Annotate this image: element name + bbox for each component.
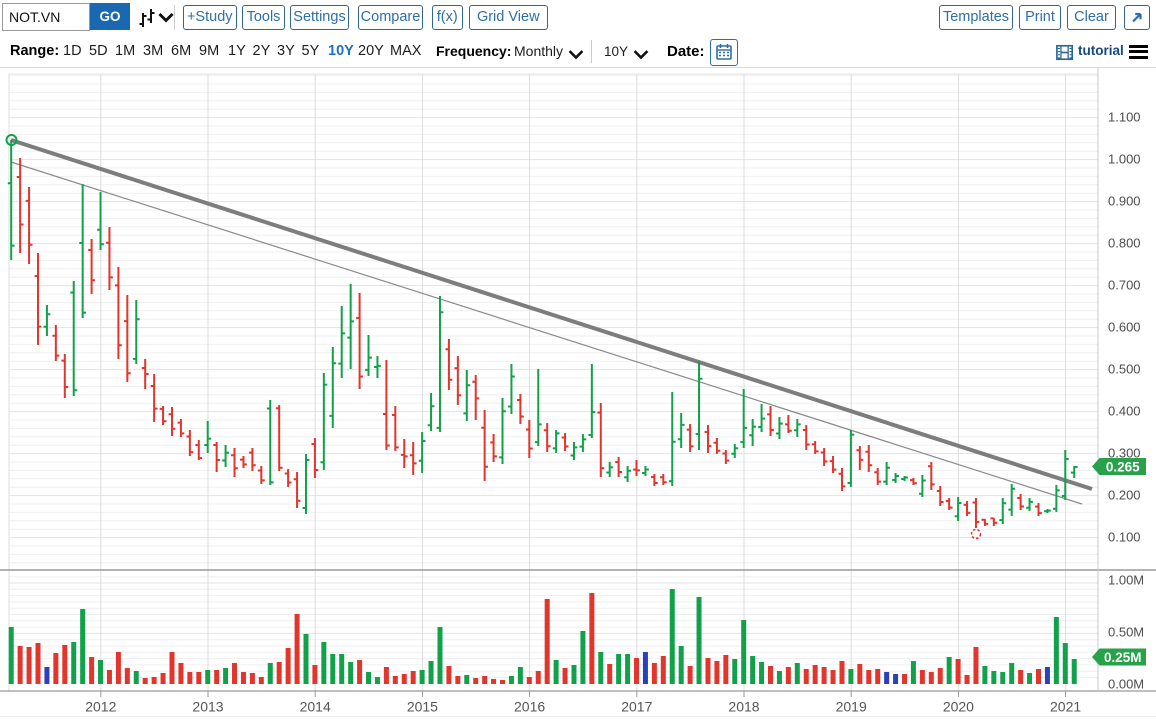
svg-text:2020: 2020 xyxy=(943,699,974,715)
svg-text:2012: 2012 xyxy=(85,699,116,715)
svg-text:0.900: 0.900 xyxy=(1108,194,1141,209)
svg-text:2013: 2013 xyxy=(192,699,223,715)
svg-text:2017: 2017 xyxy=(621,699,652,715)
svg-text:0.200: 0.200 xyxy=(1108,488,1141,503)
svg-text:2016: 2016 xyxy=(514,699,545,715)
svg-text:1.100: 1.100 xyxy=(1108,110,1141,125)
svg-text:0.25M: 0.25M xyxy=(1104,650,1142,665)
svg-text:2014: 2014 xyxy=(300,699,331,715)
svg-text:0.50M: 0.50M xyxy=(1108,625,1144,640)
svg-text:1.00M: 1.00M xyxy=(1108,573,1144,588)
svg-text:2021: 2021 xyxy=(1050,699,1081,715)
svg-text:2015: 2015 xyxy=(407,699,438,715)
svg-text:2018: 2018 xyxy=(728,699,759,715)
svg-text:0.600: 0.600 xyxy=(1108,320,1141,335)
svg-text:0.500: 0.500 xyxy=(1108,362,1141,377)
svg-text:2019: 2019 xyxy=(836,699,867,715)
svg-text:0.400: 0.400 xyxy=(1108,404,1141,419)
svg-text:0.300: 0.300 xyxy=(1108,446,1141,461)
svg-text:0.00M: 0.00M xyxy=(1108,677,1144,692)
svg-text:0.700: 0.700 xyxy=(1108,278,1141,293)
svg-text:0.265: 0.265 xyxy=(1106,460,1140,475)
svg-text:0.100: 0.100 xyxy=(1108,530,1141,545)
svg-text:1.000: 1.000 xyxy=(1108,152,1141,167)
svg-text:0.800: 0.800 xyxy=(1108,236,1141,251)
